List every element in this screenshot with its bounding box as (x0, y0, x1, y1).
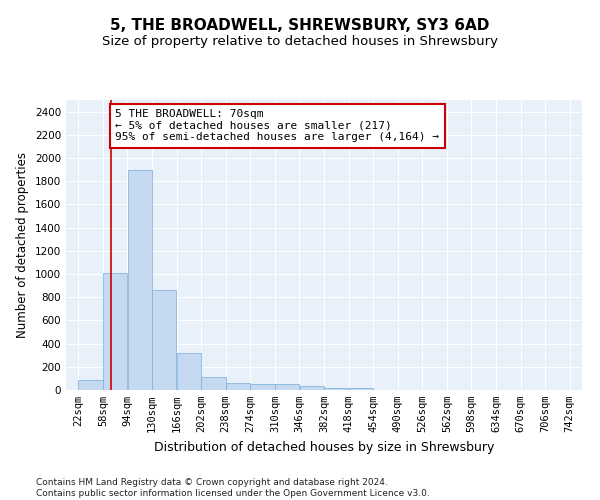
Bar (349, 388, 373, 390)
X-axis label: Distribution of detached houses by size in Shrewsbury: Distribution of detached houses by size … (154, 440, 494, 454)
Bar (128, 170, 152, 390)
Text: 5 THE BROADWELL: 70sqm
← 5% of detached houses are smaller (217)
95% of semi-det: 5 THE BROADWELL: 70sqm ← 5% of detached … (115, 110, 439, 142)
Text: Contains HM Land Registry data © Crown copyright and database right 2024.
Contai: Contains HM Land Registry data © Crown c… (36, 478, 430, 498)
Bar (250, 384, 275, 390)
Bar (176, 354, 201, 390)
Text: 5, THE BROADWELL, SHREWSBURY, SY3 6AD: 5, THE BROADWELL, SHREWSBURY, SY3 6AD (110, 18, 490, 32)
Bar (79, 380, 103, 390)
Bar (226, 383, 250, 390)
Bar (299, 386, 324, 390)
Bar (275, 384, 299, 390)
Text: Size of property relative to detached houses in Shrewsbury: Size of property relative to detached ho… (102, 35, 498, 48)
Bar (152, 290, 176, 390)
Y-axis label: Number of detached properties: Number of detached properties (16, 152, 29, 338)
Bar (103, 273, 127, 390)
Bar (324, 388, 349, 390)
Bar (201, 376, 226, 390)
